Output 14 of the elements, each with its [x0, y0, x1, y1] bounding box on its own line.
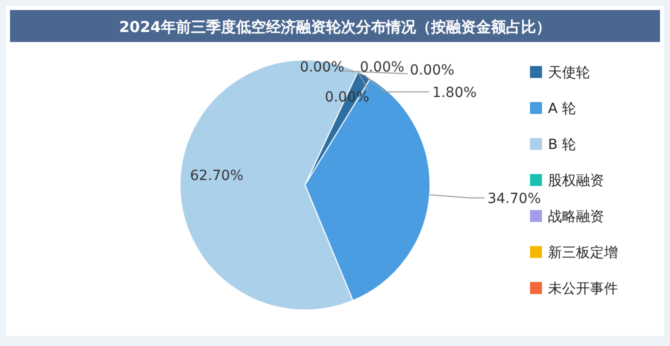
chart-title: 2024年前三季度低空经济融资轮次分布情况（按融资金额占比）	[119, 18, 551, 36]
legend-label: A 轮	[548, 101, 576, 117]
legend-label: 股权融资	[548, 173, 604, 189]
data-label: 34.70%	[487, 190, 541, 207]
legend-label: 战略融资	[548, 209, 604, 225]
legend-label: B 轮	[548, 137, 576, 153]
legend-label: 未公开事件	[548, 281, 618, 297]
data-label: 62.70%	[190, 168, 244, 184]
data-label: 1.80%	[432, 84, 477, 101]
text: 0.00%	[360, 60, 404, 76]
legend-label: 天使轮	[548, 65, 590, 81]
text: 0.00%	[300, 60, 344, 76]
text: 0.00%	[410, 62, 454, 79]
legend-label: 新三板定增	[548, 245, 618, 261]
